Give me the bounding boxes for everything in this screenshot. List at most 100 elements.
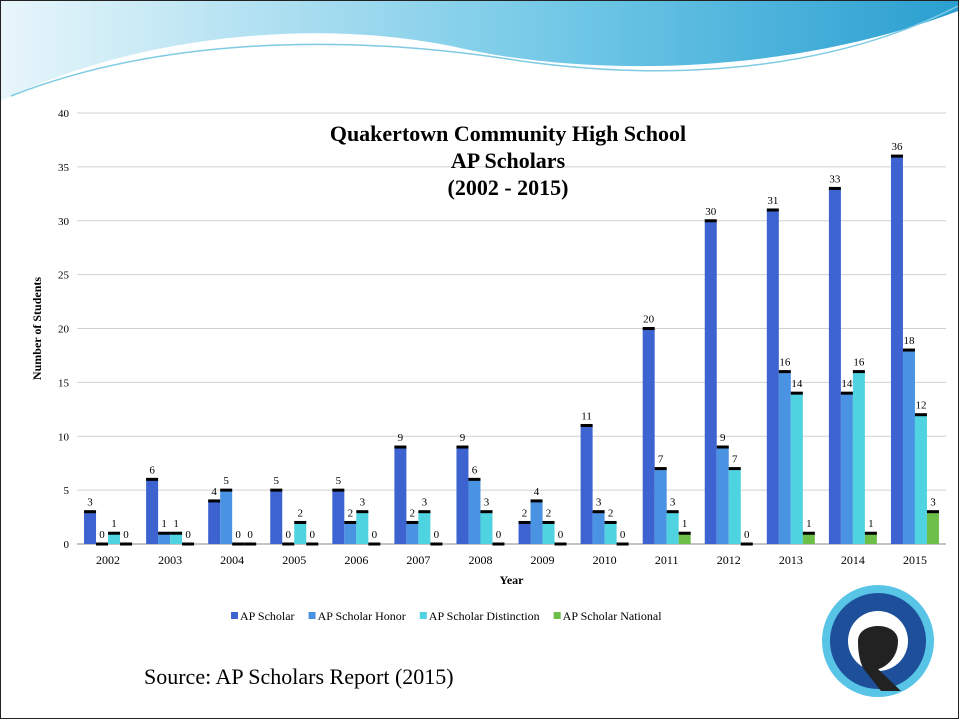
x-tick-label: 2015 [903,553,927,567]
bar-cap [344,521,356,524]
bar [891,156,903,544]
y-tick-label: 35 [58,162,70,174]
bar-cap [779,370,791,373]
data-label: 0 [310,529,316,541]
x-tick-label: 2004 [220,553,244,567]
data-label: 5 [223,475,229,487]
bar [394,447,406,544]
data-label: 5 [274,475,280,487]
x-tick-label: 2013 [779,553,803,567]
bar-cap [158,532,170,535]
data-label: 9 [398,432,404,444]
data-label: 6 [149,464,155,476]
bar [294,522,306,544]
bar [170,533,182,544]
bar-cap [705,219,717,222]
bar-cap [803,532,815,535]
y-tick-label: 30 [58,216,70,228]
bar-cap [741,543,753,546]
legend-label: AP Scholar Distinction [429,609,540,623]
data-label: 0 [496,529,502,541]
bar-cap [294,521,306,524]
bar [643,329,655,545]
data-label: 0 [286,529,292,541]
bar-cap [617,543,629,546]
bar [803,533,815,544]
bar-cap [829,187,841,190]
data-label: 1 [173,518,179,530]
x-tick-label: 2007 [406,553,430,567]
x-tick-label: 2005 [282,553,306,567]
data-label: 0 [247,529,253,541]
bar [356,512,368,544]
bar-cap [84,510,96,513]
bar-cap [543,521,555,524]
data-label: 2 [410,507,416,519]
legend-swatch [231,612,238,619]
legend-label: AP Scholar Honor [318,609,406,623]
bar [729,469,741,544]
bar [679,533,691,544]
data-label: 16 [779,357,791,369]
bar-cap [394,446,406,449]
data-label: 2 [608,507,614,519]
data-label: 3 [930,497,936,509]
y-tick-label: 10 [58,431,70,443]
y-tick-label: 15 [58,377,70,389]
bar [903,350,915,544]
x-axis-label: Year [500,573,525,587]
x-tick-label: 2009 [531,553,555,567]
bar-cap [927,510,939,513]
bar-cap [406,521,418,524]
data-label: 4 [534,486,540,498]
bar-cap [667,510,679,513]
bar-cap [605,521,617,524]
y-tick-label: 0 [64,539,70,551]
data-label: 1 [161,518,167,530]
bar-cap [96,543,108,546]
bar-cap [655,467,667,470]
chart-title: Quakertown Community High School [330,121,686,146]
source-note: Source: AP Scholars Report (2015) [144,664,454,689]
bar-cap [232,543,244,546]
data-label: 14 [791,378,803,390]
legend-swatch [554,612,561,619]
y-tick-label: 5 [64,485,70,497]
header-wave [1,1,958,101]
bar-cap [767,208,779,211]
bar [865,533,877,544]
bar-cap [531,499,543,502]
data-label: 14 [841,378,853,390]
bar [480,512,492,544]
data-label: 4 [211,486,217,498]
bar-cap [492,543,504,546]
bar [332,490,344,544]
data-label: 3 [360,497,366,509]
chart-title: (2002 - 2015) [448,175,569,200]
data-label: 2 [348,507,354,519]
data-label: 3 [422,497,428,509]
data-label: 1 [806,518,812,530]
data-label: 0 [123,529,129,541]
bar-cap [555,543,567,546]
bar-cap [356,510,368,513]
bar-cap [865,532,877,535]
data-label: 3 [87,497,93,509]
legend-swatch [309,612,316,619]
bar-cap [368,543,380,546]
bar-cap [430,543,442,546]
bar-cap [108,532,120,535]
data-label: 0 [558,529,564,541]
data-label: 3 [670,497,676,509]
x-tick-label: 2002 [96,553,120,567]
bar [108,533,120,544]
legend-label: AP Scholar National [563,609,663,623]
bar [829,188,841,544]
bar-cap [679,532,691,535]
bar [270,490,282,544]
logo [826,589,930,693]
bar [841,393,853,544]
bar-cap [643,327,655,330]
bar [915,415,927,544]
bar-cap [729,467,741,470]
